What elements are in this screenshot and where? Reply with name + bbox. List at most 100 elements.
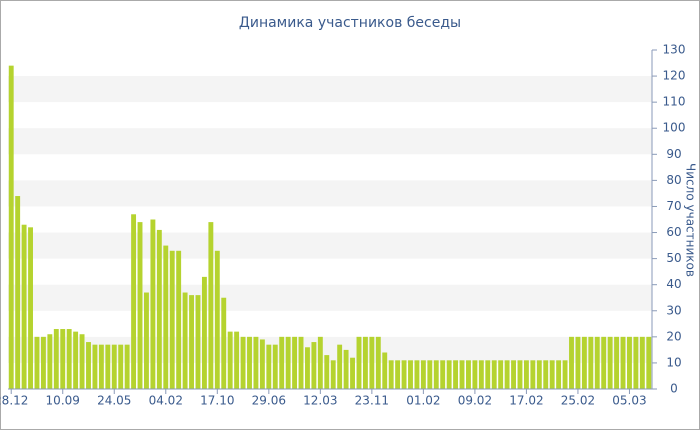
x-tick-label: 24.05: [97, 394, 131, 408]
bar: [633, 336, 639, 389]
y-tick-label: 0: [670, 382, 678, 396]
x-tick-label: 04.02: [149, 394, 183, 408]
bar: [79, 334, 85, 389]
bar: [317, 336, 323, 389]
grid-band: [8, 76, 652, 103]
bar: [259, 339, 265, 389]
bar: [530, 360, 536, 389]
bar: [498, 360, 504, 389]
bar: [105, 344, 111, 389]
x-tick-label: 12.03: [303, 394, 337, 408]
bar: [234, 331, 240, 389]
x-tick-label: 09.02: [458, 394, 492, 408]
bar: [124, 344, 130, 389]
bar: [47, 334, 53, 389]
bar: [131, 214, 137, 389]
bar: [382, 352, 388, 389]
x-tick-label: 25.02: [561, 394, 595, 408]
bar: [266, 344, 272, 389]
bar: [395, 360, 401, 389]
bar: [292, 336, 298, 389]
bar: [272, 344, 278, 389]
bar: [388, 360, 394, 389]
bar: [169, 250, 175, 389]
bar: [433, 360, 439, 389]
bar: [144, 292, 149, 389]
bar: [356, 336, 362, 389]
bar: [111, 344, 117, 389]
bar: [221, 297, 227, 389]
bar: [156, 229, 162, 389]
bar: [362, 336, 368, 389]
x-tick-label: 28.12: [0, 394, 28, 408]
y-tick-label: 80: [666, 173, 681, 187]
bar: [440, 360, 446, 389]
bar: [639, 336, 645, 389]
bar: [214, 250, 220, 389]
bar: [34, 336, 40, 389]
bar: [66, 329, 72, 389]
bar: [562, 360, 568, 389]
bar: [343, 349, 349, 389]
bar: [485, 360, 491, 389]
bar: [581, 336, 587, 389]
y-tick-label: 40: [666, 277, 681, 291]
bar: [8, 65, 14, 390]
bar: [15, 196, 21, 389]
bar: [614, 336, 620, 389]
bar: [337, 344, 343, 389]
bar: [536, 360, 542, 389]
bar: [28, 227, 33, 389]
bar: [240, 336, 246, 389]
bar: [556, 360, 562, 389]
bar: [53, 329, 59, 389]
bar: [253, 336, 259, 389]
bar: [86, 342, 91, 389]
bar: [427, 360, 433, 389]
bar: [491, 360, 497, 389]
bar: [459, 360, 465, 389]
bar: [549, 360, 555, 389]
x-tick-label: 05.03: [612, 394, 646, 408]
bar: [305, 347, 310, 389]
y-tick-label: 60: [666, 225, 681, 239]
y-tick-label: 70: [666, 199, 681, 213]
bar: [543, 360, 549, 389]
bar: [208, 222, 214, 389]
y-tick-label: 90: [666, 147, 681, 161]
bar: [350, 357, 355, 389]
bar: [472, 360, 478, 389]
bar: [523, 360, 529, 389]
bar: [369, 336, 375, 389]
bar: [201, 276, 207, 389]
bar: [279, 336, 285, 389]
y-tick-label: 20: [666, 329, 681, 343]
grid-band: [8, 284, 652, 311]
bar: [627, 336, 632, 389]
bar: [285, 336, 291, 389]
grid-band: [8, 128, 652, 155]
bar: [189, 295, 194, 389]
grid-band: [8, 336, 652, 363]
bar: [137, 222, 143, 389]
bar: [118, 344, 124, 389]
bar: [517, 360, 523, 389]
bar: [73, 331, 79, 389]
x-tick-label: 17.10: [200, 394, 234, 408]
bar: [92, 344, 98, 389]
bar: [150, 219, 156, 389]
y-tick-label: 130: [663, 43, 686, 57]
x-tick-label: 17.02: [509, 394, 543, 408]
bar: [98, 344, 104, 389]
x-tick-label: 29.06: [252, 394, 286, 408]
bar: [60, 329, 66, 389]
bar: [504, 360, 510, 389]
y-tick-label: 50: [666, 251, 681, 265]
x-tick-label: 01.02: [406, 394, 440, 408]
bar: [408, 360, 413, 389]
bar: [195, 295, 201, 389]
bar: [575, 336, 581, 389]
bar: [453, 360, 459, 389]
bar: [594, 336, 600, 389]
